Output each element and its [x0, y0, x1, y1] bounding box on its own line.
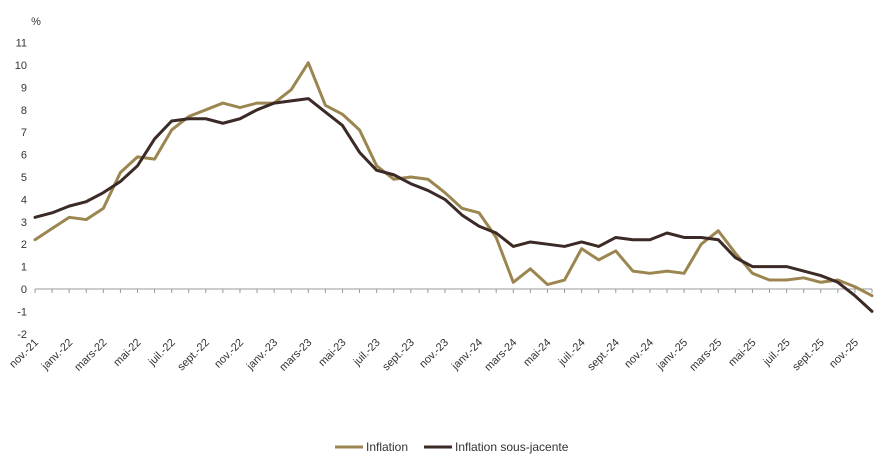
x-tick-label: mai-22: [111, 337, 143, 369]
x-tick-label: juil.-23: [351, 337, 383, 369]
x-tick-label: mars-24: [482, 337, 519, 374]
legend-label: Inflation sous-jacente: [455, 440, 569, 454]
y-tick-label: 10: [15, 60, 27, 72]
y-tick-label: 4: [21, 194, 27, 206]
x-tick-label: nov.-23: [417, 337, 451, 371]
x-tick-label: sept.-23: [380, 337, 417, 374]
x-tick-label: nov.-24: [622, 337, 656, 371]
x-tick-label: janv.-25: [654, 337, 690, 373]
x-tick-label: juil.-25: [761, 337, 793, 369]
x-tick-label: nov.-21: [7, 337, 41, 371]
x-tick-label: sept.-25: [790, 337, 827, 374]
x-tick-label: mai-24: [521, 337, 553, 369]
x-tick-label: mars-25: [687, 337, 724, 374]
y-tick-label: 7: [21, 127, 27, 139]
y-tick-label: 2: [21, 239, 27, 251]
y-tick-label: 9: [21, 82, 27, 94]
y-tick-label: -2: [17, 329, 27, 341]
x-tick-label: sept.-22: [175, 337, 212, 374]
x-tick-label: mars-23: [277, 337, 314, 374]
legend: Inflation Inflation sous-jacente: [335, 440, 569, 454]
x-tick-label: nov.-25: [827, 337, 861, 371]
y-axis-tick-labels: -2 -1 0 1 2 3 4 5 6 7 8 9 10 11: [15, 38, 27, 341]
y-tick-label: -1: [17, 306, 27, 318]
series-line-inflation: [33, 61, 874, 298]
y-tick-label: 3: [21, 217, 27, 229]
x-tick-label: nov.-22: [212, 337, 246, 371]
y-tick-label: 5: [21, 172, 27, 184]
y-tick-label: 8: [21, 105, 27, 117]
x-tick-label: mars-22: [72, 337, 109, 374]
y-tick-label: 1: [21, 262, 27, 274]
series-line-inflation-sous-jacente: [33, 97, 874, 313]
y-axis-unit-label: %: [31, 16, 41, 28]
x-tick-label: juil.-22: [146, 337, 178, 369]
x-tick-label: janv.-22: [39, 337, 75, 373]
x-tick-label: mai-25: [726, 337, 758, 369]
x-tick-label: juil.-24: [556, 337, 588, 369]
y-tick-label: 6: [21, 150, 27, 162]
x-tick-label: janv.-23: [244, 337, 280, 373]
legend-label: Inflation: [366, 440, 408, 454]
x-tick-label: sept.-24: [585, 337, 622, 374]
series-lines: [33, 61, 874, 313]
y-tick-label: 0: [21, 284, 27, 296]
y-tick-label: 11: [16, 38, 27, 50]
x-tick-label: janv.-24: [449, 337, 485, 373]
x-tick-label: mai-23: [316, 337, 348, 369]
